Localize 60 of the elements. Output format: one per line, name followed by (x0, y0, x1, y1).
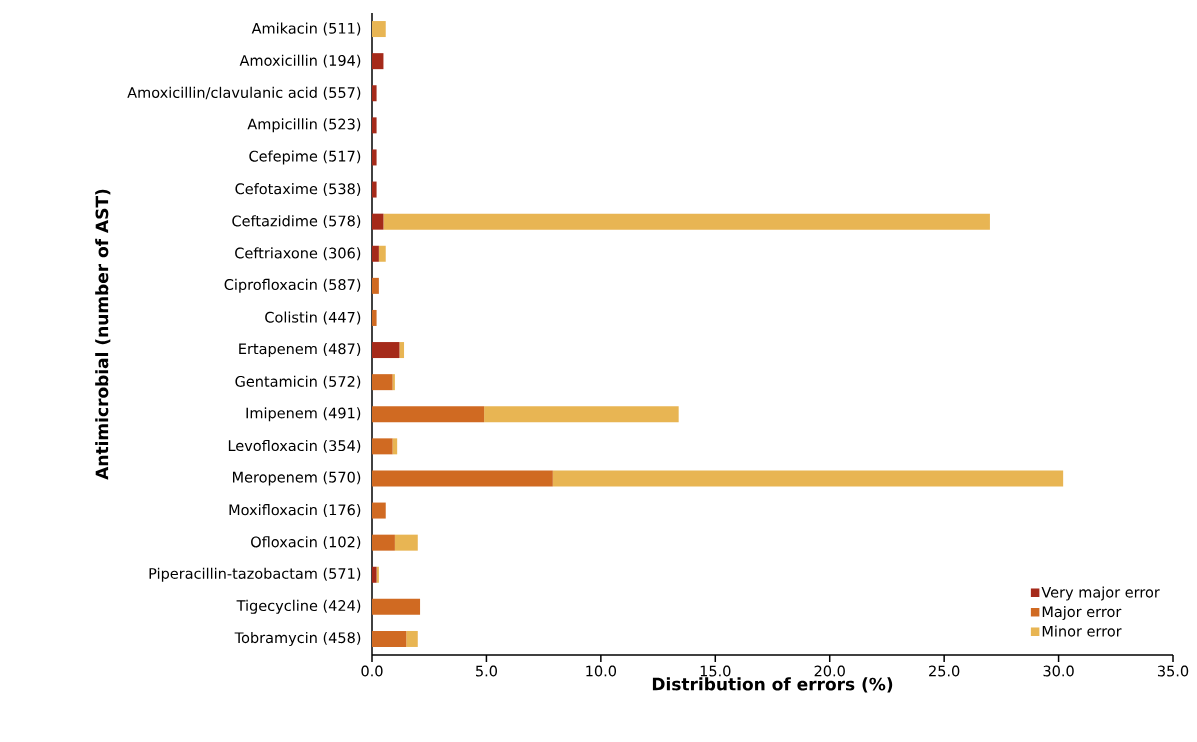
bar (372, 245, 379, 262)
x-tick-label: 15.0 (700, 665, 731, 677)
y-tick-label: Cefotaxime (538) (235, 183, 361, 197)
bar (372, 438, 393, 455)
y-tick-label: Ceftazidime (578) (232, 215, 361, 229)
x-tick-label: 30.0 (1043, 665, 1074, 677)
y-tick-label: Ampicillin (523) (247, 118, 361, 133)
y-axis-title: Antimicrobial (number of AST) (95, 189, 111, 480)
bar (372, 21, 386, 38)
bar (372, 374, 393, 391)
y-tick-label: Ofloxacin (102) (251, 536, 361, 550)
y-tick-label: Gentamicin (572) (235, 375, 361, 389)
x-tick-label: 10.0 (586, 665, 617, 677)
y-tick-label: Imipenem (491) (246, 407, 361, 422)
bar (484, 406, 679, 423)
legend-label: Very major error (1041, 586, 1160, 601)
bar (372, 502, 386, 519)
bar (372, 277, 379, 294)
y-tick-label: Tobramycin (458) (234, 631, 361, 646)
bar (372, 309, 377, 326)
y-tick-label: Moxifloxacin (176) (229, 504, 361, 518)
bar (399, 342, 405, 359)
bar (372, 53, 384, 70)
y-tick-label: Colistin (447) (265, 311, 361, 325)
x-tick-label: 35.0 (1157, 665, 1189, 677)
legend-label: Minor error (1042, 625, 1122, 637)
bar (394, 534, 418, 551)
x-tick-label: 25.0 (929, 665, 960, 677)
bar (372, 85, 377, 102)
y-tick-label: Ertapenem (487) (239, 343, 361, 358)
y-tick-label: Ciprofloxacin (587) (224, 278, 361, 293)
bar (372, 117, 377, 134)
y-tick-label: Amikacin (511) (251, 22, 361, 36)
x-axis-title: Distribution of errors (%) (652, 677, 893, 693)
bar (372, 406, 485, 423)
y-tick-label: Amoxicillin/clavulanic acid (557) (127, 86, 361, 100)
x-tick-label: 20.0 (814, 665, 845, 677)
x-tick-label: 0.0 (361, 665, 383, 677)
legend-label: Major error (1042, 605, 1122, 621)
bar (372, 534, 395, 551)
bar (406, 630, 418, 647)
bar (383, 213, 990, 230)
bar (372, 213, 384, 230)
y-tick-label: Meropenem (570) (232, 471, 361, 486)
bar (372, 630, 407, 647)
y-tick-label: Ceftriaxone (306) (235, 247, 361, 261)
y-tick-label: Piperacillin-tazobactam (571) (149, 567, 361, 582)
bar (372, 566, 377, 583)
bar (552, 470, 1064, 487)
y-tick-label: Amoxicillin (194) (239, 54, 361, 68)
bar (372, 149, 377, 166)
y-tick-label: Levofloxacin (354) (228, 439, 361, 453)
bar (378, 245, 386, 262)
bar (372, 598, 421, 615)
bar (372, 470, 553, 487)
y-tick-label: Tigecycline (424) (236, 599, 361, 614)
y-tick-label: Cefepime (517) (249, 150, 361, 165)
bar (372, 342, 400, 359)
bar (372, 181, 377, 198)
x-tick-label: 5.0 (476, 665, 497, 677)
